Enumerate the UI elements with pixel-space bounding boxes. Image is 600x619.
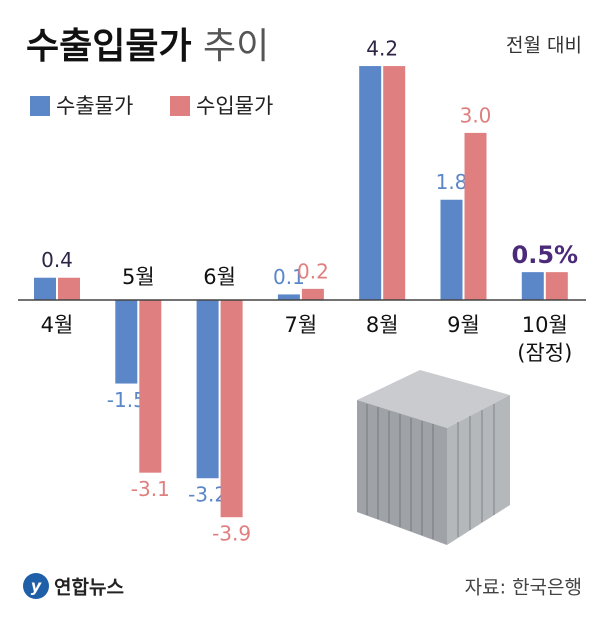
bar [115, 300, 138, 384]
x-tick-label: 6월 [203, 265, 236, 289]
bar [196, 300, 219, 479]
svg-text:y: y [31, 577, 42, 596]
legend-label: 수출물가 [56, 94, 133, 118]
data-label: 0.1 [273, 265, 305, 289]
source: 자료: 한국은행 [465, 577, 582, 599]
data-label: 3.0 [460, 103, 492, 127]
bar [464, 132, 487, 300]
bar [359, 66, 382, 300]
subtitle: 전월 대비 [506, 35, 582, 57]
data-label: 4.2 [366, 37, 398, 61]
bar [383, 66, 406, 300]
data-label: 1.8 [436, 170, 468, 194]
bar [139, 300, 162, 473]
logo: 연합뉴스 [54, 577, 124, 599]
bar [301, 288, 324, 300]
bar [277, 294, 300, 300]
chart-title-text: 수출입물가 추이 [26, 26, 269, 67]
data-label: 0.2 [297, 259, 329, 283]
data-label: 0.4 [41, 248, 73, 272]
bar [545, 272, 568, 300]
x-tick-label: 10월 (잠정) [517, 313, 572, 365]
data-label: -3.1 [131, 477, 170, 501]
bar [521, 272, 544, 300]
bar [34, 277, 56, 300]
x-tick-label: 4월 [41, 313, 74, 337]
x-tick-label: 5월 [122, 265, 155, 289]
legend-label: 수입물가 [196, 94, 273, 118]
chart-title: 수출입물가 추이 [26, 26, 269, 67]
legend-swatch [30, 96, 50, 116]
data-label: 0.5% [512, 241, 579, 269]
legend-swatch [170, 96, 190, 116]
logo-icon: y [23, 573, 49, 599]
data-label: -3.9 [212, 522, 251, 546]
bar [220, 300, 243, 518]
x-tick-label: 8월 [366, 313, 399, 337]
x-tick-label: 7월 [285, 313, 318, 337]
bar [58, 277, 80, 300]
bar [440, 199, 463, 300]
container-icon [357, 370, 510, 545]
x-tick-label: 9월 [447, 313, 480, 337]
